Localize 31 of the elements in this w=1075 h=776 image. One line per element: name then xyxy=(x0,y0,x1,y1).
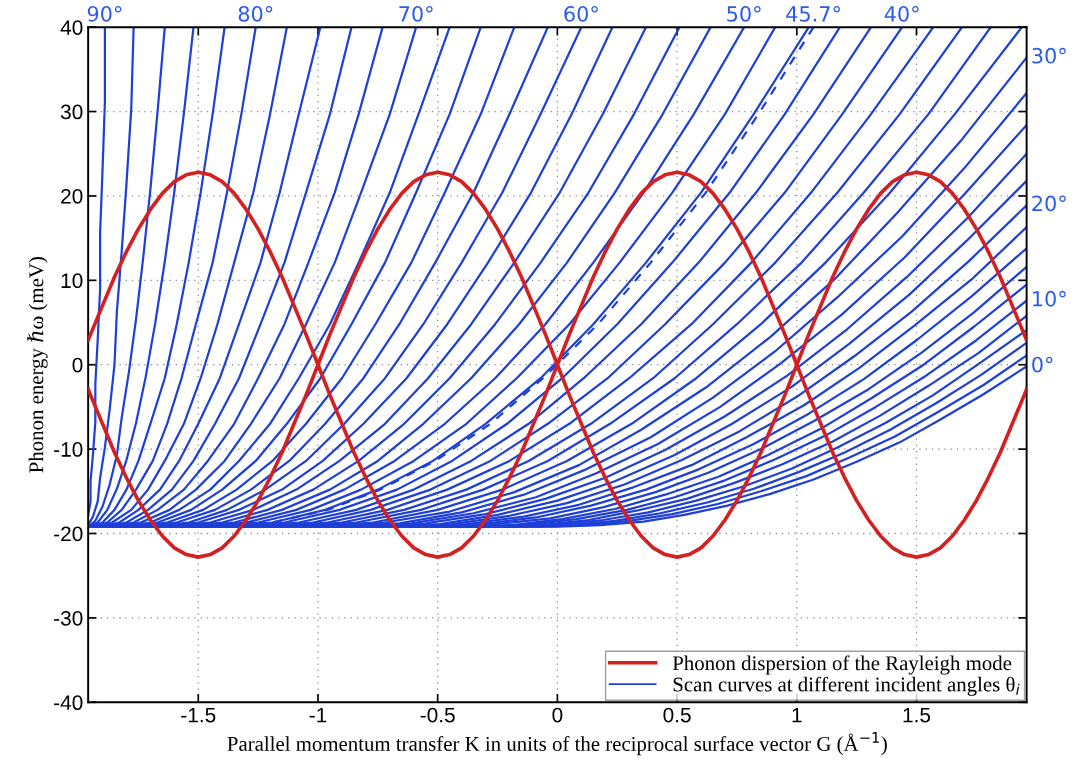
annotation: 10° xyxy=(1033,290,1066,307)
y-tick-label: -30 xyxy=(54,610,83,626)
x-tick-label: -1.5 xyxy=(181,707,216,723)
x-axis-title: Parallel momentum transfer K in units of the reciprocal surface vector G (Å$^{−1}$) xyxy=(227,732,887,756)
y-tick-label: 30 xyxy=(60,104,83,120)
annotation: 30° xyxy=(1032,47,1066,64)
x-tick-label: 0.5 xyxy=(663,707,691,723)
x-tick-label: 0 xyxy=(552,707,563,723)
annotation: 40° xyxy=(884,5,919,22)
x-tick-label: 1 xyxy=(792,707,802,723)
y-axis-title: Phonon energy ℏω (meV) xyxy=(27,257,48,473)
annotation: 70° xyxy=(399,5,433,22)
y-tick-label: -40 xyxy=(54,695,83,711)
x-tick-label: -1 xyxy=(309,707,327,723)
x-tick-label: 1.5 xyxy=(903,707,931,723)
annotation: 50° xyxy=(727,5,761,22)
annotation: 20° xyxy=(1032,195,1066,212)
legend-label: Phonon dispersion of the Rayleigh mode xyxy=(672,655,1012,675)
annotation: 90° xyxy=(87,5,122,22)
annotation: 60° xyxy=(564,5,598,22)
annotation: 45.7° xyxy=(786,5,840,22)
y-tick-label: -10 xyxy=(54,442,83,457)
y-tick-label: 10 xyxy=(61,273,83,289)
y-tick-label: 20 xyxy=(61,188,83,204)
y-tick-label: 0 xyxy=(72,357,83,373)
legend-label: Scan curves at different incident angles θ$_{i}$ xyxy=(673,676,1020,696)
x-tick-label: -0.5 xyxy=(420,707,455,723)
y-tick-label: -20 xyxy=(54,526,83,542)
annotation: 0° xyxy=(1032,356,1053,373)
y-tick-label: 40 xyxy=(60,20,83,35)
annotation: 80° xyxy=(238,5,273,22)
